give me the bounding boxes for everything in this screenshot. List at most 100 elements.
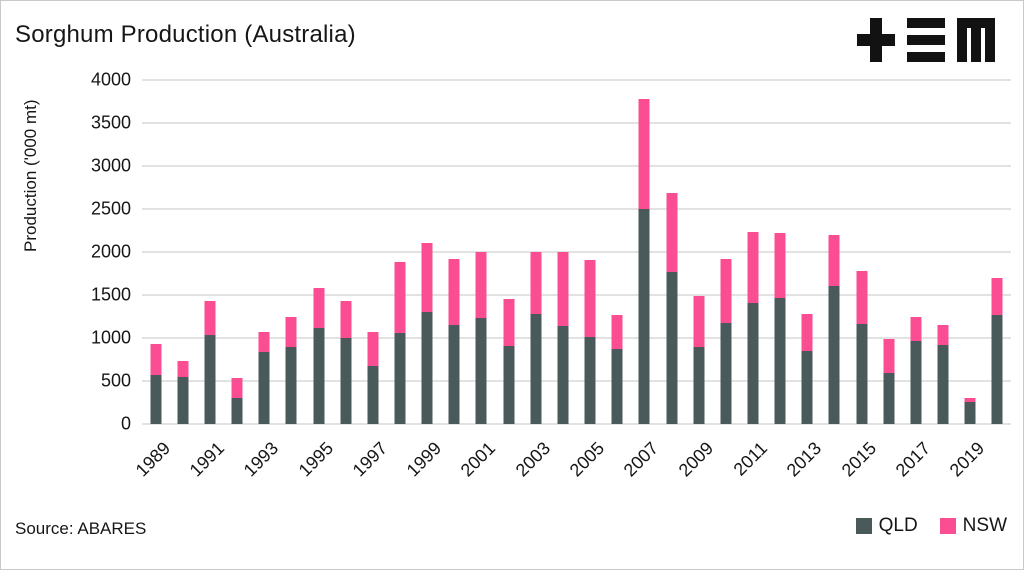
bar-segment-nsw-1999 <box>421 242 433 313</box>
bar-2001 <box>475 252 487 424</box>
bar-2009 <box>693 295 705 424</box>
bar-segment-qld-2010 <box>720 323 732 424</box>
bar-slot-2001 <box>468 80 495 424</box>
bar-slot-1990 <box>169 80 196 424</box>
bar-slot-1996 <box>332 80 359 424</box>
bar-2012 <box>774 233 786 424</box>
bar-2020 <box>991 277 1003 424</box>
gridline-4000 <box>142 79 1011 81</box>
gridline-2000 <box>142 251 1011 253</box>
bar-segment-qld-2016 <box>883 373 895 424</box>
tem-logo <box>857 18 995 67</box>
bar-segment-nsw-1997 <box>367 332 379 366</box>
bar-2008 <box>666 192 678 424</box>
bar-slot-1991 <box>196 80 223 424</box>
bar-segment-nsw-2015 <box>856 270 868 324</box>
bar-segment-qld-2018 <box>937 344 949 424</box>
bar-segment-qld-1991 <box>204 335 216 424</box>
bar-1994 <box>285 316 297 424</box>
bar-segment-nsw-2012 <box>774 233 786 298</box>
bar-slot-2015 <box>848 80 875 424</box>
nsw-swatch-icon <box>939 518 956 534</box>
y-tick-2000: 2000 <box>90 241 131 262</box>
bar-segment-qld-2011 <box>747 302 759 424</box>
bar-segment-qld-2017 <box>910 341 922 424</box>
gridline-0 <box>142 423 1011 425</box>
bar-segment-nsw-1998 <box>394 262 406 334</box>
bar-slot-1993 <box>251 80 278 424</box>
bar-segment-nsw-2008 <box>666 192 678 273</box>
plot-area <box>142 79 1011 425</box>
legend-item-qld: QLD <box>855 515 918 537</box>
bar-slot-2008 <box>658 80 685 424</box>
bar-slot-2002 <box>495 80 522 424</box>
bar-segment-qld-1999 <box>421 312 433 424</box>
bar-segment-qld-1996 <box>340 338 352 424</box>
bar-1990 <box>177 360 189 424</box>
bar-segment-nsw-2007 <box>638 98 650 209</box>
y-tick-0: 0 <box>120 413 131 434</box>
bar-segment-nsw-1992 <box>231 378 243 399</box>
bar-1992 <box>231 378 243 424</box>
bar-2010 <box>720 258 732 424</box>
bar-slot-2009 <box>685 80 712 424</box>
bar-segment-nsw-2018 <box>937 325 949 345</box>
bar-slot-1989 <box>142 80 169 424</box>
bar-segment-qld-2006 <box>611 349 623 424</box>
bar-slot-2014 <box>821 80 848 424</box>
qld-swatch-icon <box>855 518 872 534</box>
bar-segment-qld-1995 <box>313 328 325 424</box>
tem-logo-graphic <box>857 18 995 62</box>
gridline-1500 <box>142 294 1011 296</box>
bar-segment-qld-2008 <box>666 272 678 424</box>
bar-segment-qld-2015 <box>856 323 868 424</box>
bar-segment-qld-1992 <box>231 398 243 424</box>
y-tick-500: 500 <box>100 370 131 391</box>
bar-segment-nsw-2003 <box>530 252 542 315</box>
bar-segment-nsw-2006 <box>611 314 623 350</box>
bar-slot-2012 <box>767 80 794 424</box>
bar-2005 <box>584 260 596 424</box>
bar-segment-qld-2000 <box>448 325 460 424</box>
bar-segment-nsw-2017 <box>910 316 922 342</box>
bar-slot-1998 <box>386 80 413 424</box>
bar-2016 <box>883 338 895 424</box>
bar-segment-nsw-1990 <box>177 360 189 378</box>
bar-slot-2010 <box>712 80 739 424</box>
bar-1993 <box>258 331 270 424</box>
bar-segment-qld-2007 <box>638 209 650 424</box>
legend-label-nsw: NSW <box>962 515 1007 536</box>
bar-segment-qld-2019 <box>964 402 976 424</box>
bar-slot-2003 <box>522 80 549 424</box>
bar-1991 <box>204 301 216 424</box>
legend: QLD NSW <box>855 515 1007 537</box>
bar-segment-nsw-1989 <box>150 344 162 375</box>
bar-2011 <box>747 232 759 424</box>
bar-segment-nsw-1995 <box>313 287 325 329</box>
bar-slot-2020 <box>984 80 1011 424</box>
bar-slot-2004 <box>549 80 576 424</box>
bars-container <box>142 80 1011 424</box>
bar-segment-qld-1994 <box>285 346 297 424</box>
legend-item-nsw: NSW <box>939 515 1007 537</box>
bar-2000 <box>448 259 460 424</box>
bar-2014 <box>828 234 840 424</box>
bar-1999 <box>421 242 433 424</box>
bar-segment-nsw-1994 <box>285 316 297 347</box>
bar-segment-nsw-2019 <box>964 398 976 403</box>
bar-2018 <box>937 325 949 424</box>
bar-segment-nsw-2002 <box>503 299 515 346</box>
bar-segment-nsw-2001 <box>475 252 487 319</box>
bar-1995 <box>313 287 325 424</box>
bar-1996 <box>340 301 352 424</box>
bar-segment-qld-2012 <box>774 297 786 424</box>
y-tick-4000: 4000 <box>90 69 131 90</box>
bar-2013 <box>801 313 813 424</box>
bar-segment-nsw-1996 <box>340 301 352 338</box>
bar-slot-2005 <box>577 80 604 424</box>
bar-segment-qld-1993 <box>258 352 270 424</box>
bar-2007 <box>638 98 650 424</box>
bar-slot-1992 <box>223 80 250 424</box>
chart-title: Sorghum Production (Australia) <box>15 21 356 48</box>
bar-2015 <box>856 270 868 424</box>
